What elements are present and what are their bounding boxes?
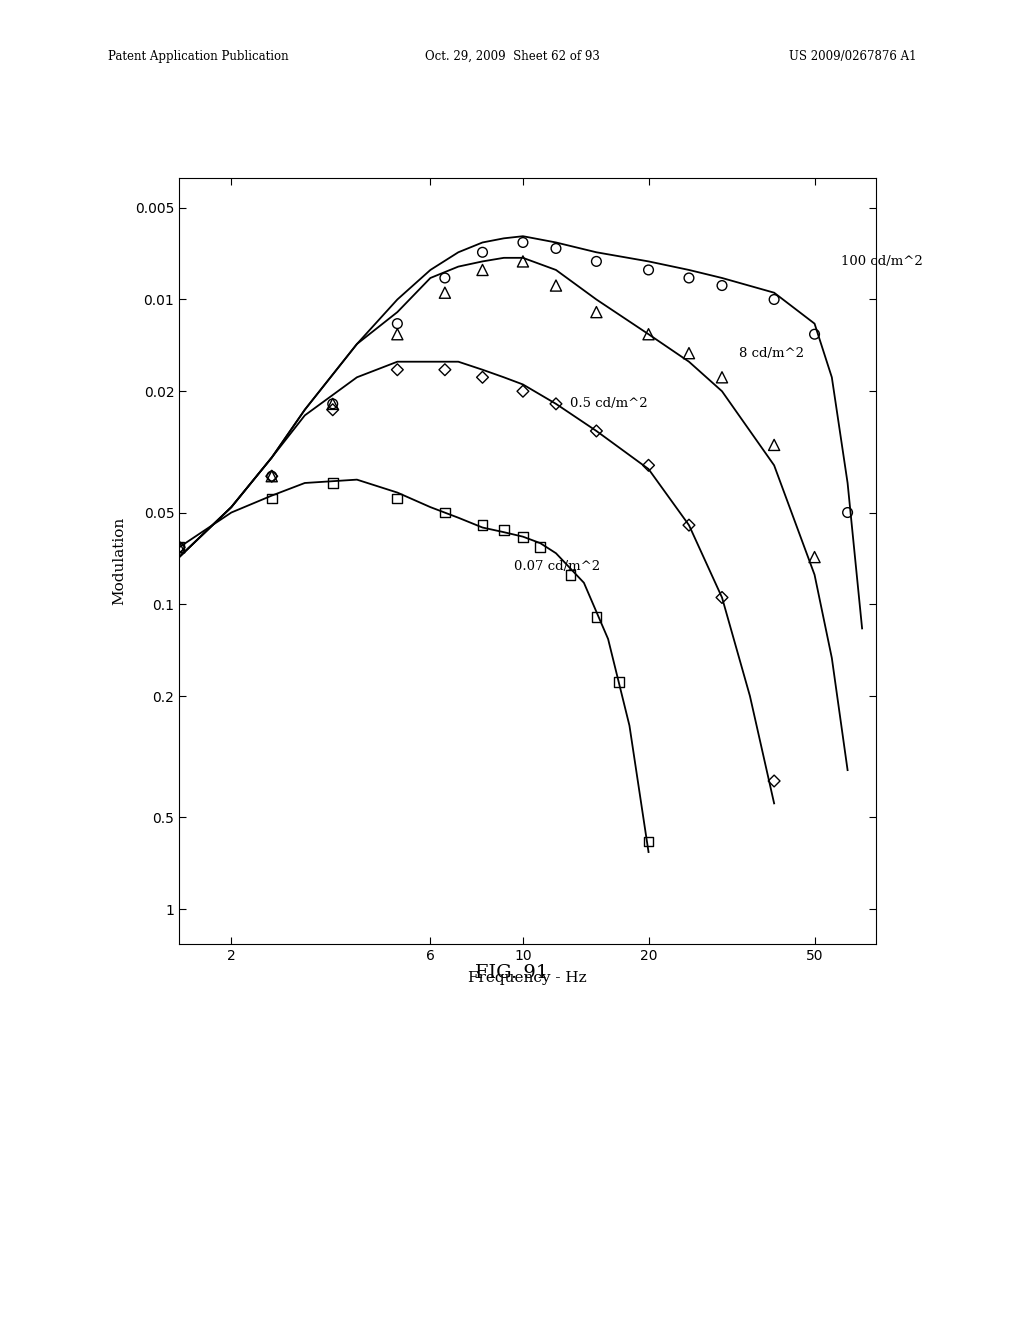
Point (548, 393, 564, 414)
Point (588, 606, 604, 627)
Point (681, 515, 697, 536)
Point (263, 466, 280, 487)
Point (496, 519, 512, 540)
Point (171, 537, 187, 558)
Text: 100 cd/m^2: 100 cd/m^2 (842, 255, 924, 268)
Text: FIG. 91: FIG. 91 (475, 964, 549, 982)
Point (389, 313, 406, 334)
Point (474, 367, 490, 388)
Point (548, 238, 564, 259)
Point (515, 380, 531, 401)
Point (474, 515, 490, 536)
Text: 8 cd/m^2: 8 cd/m^2 (739, 347, 804, 359)
Point (766, 434, 782, 455)
Point (640, 830, 656, 851)
Point (171, 537, 187, 558)
Point (840, 502, 856, 523)
Point (389, 359, 406, 380)
Point (263, 488, 280, 510)
Text: Patent Application Publication: Patent Application Publication (108, 50, 288, 63)
Point (562, 564, 579, 585)
Point (263, 466, 280, 487)
Point (474, 260, 490, 281)
Point (681, 343, 697, 364)
Y-axis label: Modulation: Modulation (113, 517, 127, 605)
Point (588, 420, 604, 441)
Point (515, 527, 531, 548)
Point (436, 359, 453, 380)
Point (325, 399, 341, 420)
Point (515, 251, 531, 272)
Point (263, 466, 280, 487)
Point (171, 537, 187, 558)
X-axis label: Frequency - Hz: Frequency - Hz (468, 972, 587, 985)
Point (766, 289, 782, 310)
Point (714, 275, 730, 296)
Point (325, 473, 341, 494)
Point (171, 537, 187, 558)
Point (681, 268, 697, 289)
Point (436, 282, 453, 304)
Point (640, 260, 656, 281)
Point (611, 672, 628, 693)
Point (474, 242, 490, 263)
Text: Oct. 29, 2009  Sheet 62 of 93: Oct. 29, 2009 Sheet 62 of 93 (425, 50, 599, 63)
Point (714, 587, 730, 609)
Point (436, 268, 453, 289)
Text: 0.07 cd/m^2: 0.07 cd/m^2 (514, 560, 600, 573)
Point (588, 251, 604, 272)
Text: 0.5 cd/m^2: 0.5 cd/m^2 (570, 397, 648, 411)
Point (436, 502, 453, 523)
Point (325, 393, 341, 414)
Point (714, 367, 730, 388)
Point (548, 275, 564, 296)
Point (588, 301, 604, 322)
Point (389, 488, 406, 510)
Point (806, 323, 822, 345)
Point (325, 393, 341, 414)
Point (640, 323, 656, 345)
Point (532, 537, 549, 558)
Point (640, 455, 656, 477)
Point (766, 771, 782, 792)
Point (515, 232, 531, 253)
Point (389, 323, 406, 345)
Point (806, 546, 822, 568)
Text: US 2009/0267876 A1: US 2009/0267876 A1 (788, 50, 916, 63)
